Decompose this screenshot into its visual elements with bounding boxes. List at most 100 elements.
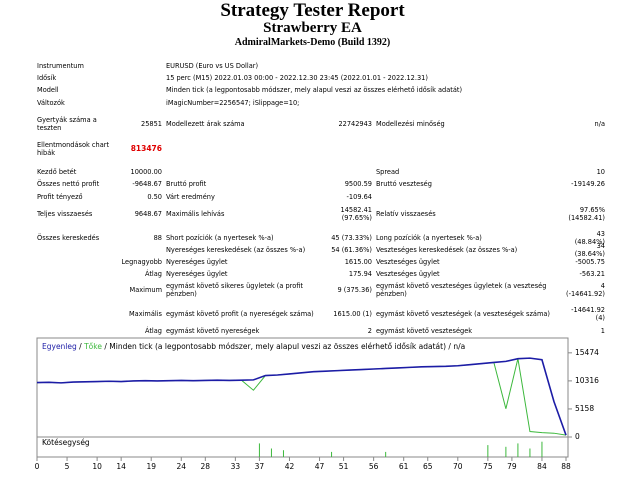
table-cell: egymást követő veszteséges ügyletek (a v… bbox=[376, 282, 547, 298]
chart-quality: n/a bbox=[453, 342, 465, 351]
table-cell: Maximum bbox=[129, 286, 163, 294]
table-cell: EURUSD (Euro vs US Dollar) bbox=[166, 61, 259, 70]
table-cell: 34 (38.64%) bbox=[574, 241, 605, 258]
report-subtitle: Strawberry EA bbox=[263, 20, 362, 36]
x-tick-label: 5 bbox=[65, 462, 70, 471]
x-tick-label: 51 bbox=[339, 462, 349, 471]
table-cell: 1615.00 bbox=[344, 257, 372, 266]
table-cell: Várt eredmény bbox=[166, 192, 215, 201]
table-cell: egymást követő sikeres ügyletek (a profi… bbox=[166, 282, 304, 298]
table-cell: 9 (375.36) bbox=[337, 286, 372, 294]
table-cell: -19149.26 bbox=[571, 179, 605, 188]
table-cell: Profit tényező bbox=[37, 192, 83, 201]
table-cell: Idősík bbox=[37, 73, 57, 82]
table-cell: -563.21 bbox=[579, 269, 605, 278]
table-cell: 25851 bbox=[141, 120, 162, 128]
table-cell: egymást követő nyereségek bbox=[166, 326, 260, 335]
table-cell: Bruttó profit bbox=[166, 179, 207, 188]
x-tick-label: 75 bbox=[483, 462, 493, 471]
chart-frame bbox=[36, 337, 569, 458]
x-tick-label: 84 bbox=[537, 462, 547, 471]
table-cell: 0.50 bbox=[147, 192, 162, 201]
table-cell: 22742943 bbox=[338, 120, 372, 128]
table-cell: egymást követő veszteségek bbox=[376, 326, 473, 335]
table-cell: Összes kereskedés bbox=[37, 233, 100, 242]
table-cell: 1615.00 (1) bbox=[333, 310, 372, 318]
table-cell: Spread bbox=[376, 167, 400, 176]
volume-label: Kötésegység bbox=[42, 438, 90, 447]
x-tick-label: 42 bbox=[285, 462, 295, 471]
table-cell: Relatív visszaesés bbox=[376, 210, 436, 218]
table-cell: Modellezési minőség bbox=[376, 120, 445, 128]
x-tick-label: 0 bbox=[35, 462, 40, 471]
table-cell: 15 perc (M15) 2022.01.03 00:00 - 2022.12… bbox=[166, 73, 428, 82]
table-cell: Short pozíciók (a nyertesek %-a) bbox=[166, 233, 274, 242]
table-cell: Maximális bbox=[128, 310, 162, 318]
table-cell: Kezdő betét bbox=[37, 167, 77, 176]
table-cell: -14641.92 (4) bbox=[571, 306, 605, 322]
table-cell: 97.65% (14582.41) bbox=[568, 206, 605, 222]
series-line bbox=[36, 358, 567, 436]
table-cell: Veszteséges ügylet bbox=[376, 257, 440, 266]
table-cell: 45 (73.33%) bbox=[331, 233, 372, 242]
table-cell: Maximális lehívás bbox=[166, 210, 225, 218]
table-cell: Modellezett árak száma bbox=[166, 120, 245, 128]
table-cell: 54 (61.36%) bbox=[331, 245, 372, 254]
table-cell: 10 bbox=[596, 167, 605, 176]
table-cell: Nyereséges kereskedések (az összes %-a) bbox=[166, 245, 306, 254]
x-tick-label: 65 bbox=[423, 462, 433, 471]
x-tick-label: 28 bbox=[201, 462, 211, 471]
table-cell: egymást követő profit (a nyereségek szám… bbox=[166, 310, 314, 318]
x-tick-label: 47 bbox=[315, 462, 325, 471]
table-cell: 10000.00 bbox=[130, 167, 162, 176]
y-tick-label: 0 bbox=[575, 432, 580, 441]
x-tick-label: 37 bbox=[255, 462, 265, 471]
table-cell: Bruttó veszteség bbox=[376, 179, 432, 188]
table-cell: Legnagyobb bbox=[121, 257, 162, 266]
report-title: Strategy Tester Report bbox=[220, 0, 405, 21]
table-cell: 813476 bbox=[130, 144, 162, 153]
table-cell: Változók bbox=[37, 98, 65, 107]
x-tick-label: 24 bbox=[176, 462, 186, 471]
x-tick-label: 10 bbox=[92, 462, 102, 471]
y-tick-label: 10316 bbox=[575, 376, 599, 385]
table-cell: 2 bbox=[367, 326, 372, 335]
table-cell: Minden tick (a legpontosabb módszer, mel… bbox=[166, 85, 463, 94]
legend-entry: Tőke bbox=[83, 342, 102, 351]
table-cell: -109.64 bbox=[346, 192, 372, 201]
table-cell: 1 bbox=[600, 326, 605, 335]
x-tick-label: 88 bbox=[561, 462, 571, 471]
table-cell: -5005.75 bbox=[575, 257, 605, 266]
x-tick-label: 14 bbox=[116, 462, 126, 471]
table-cell: 9648.67 bbox=[134, 210, 162, 218]
table-cell: Teljes visszaesés bbox=[37, 210, 93, 218]
table-cell: Veszteséges ügylet bbox=[376, 269, 440, 278]
table-cell: egymást követő veszteségek (a vesztesége… bbox=[376, 310, 550, 318]
table-cell: iMagicNumber=2256547; iSlippage=10; bbox=[166, 98, 300, 107]
chart-title: Egyenleg / Tőke / Minden tick (a legpont… bbox=[42, 342, 465, 351]
separator: / bbox=[79, 342, 82, 351]
x-tick-label: 56 bbox=[369, 462, 379, 471]
y-tick-label: 15474 bbox=[575, 348, 599, 357]
table-cell: Modell bbox=[37, 85, 59, 94]
table-cell: 175.94 bbox=[348, 269, 372, 278]
table-cell: Gyertyák száma a teszten bbox=[37, 116, 97, 132]
table-cell: Ellentmondások chart hibák bbox=[37, 141, 110, 157]
table-cell: Nyereséges ügylet bbox=[166, 269, 228, 278]
table-cell: 4 (-14641.92) bbox=[566, 282, 605, 298]
x-tick-label: 19 bbox=[146, 462, 156, 471]
x-tick-label: 79 bbox=[507, 462, 517, 471]
table-cell: Instrumentum bbox=[37, 61, 84, 70]
table-cell: 88 bbox=[153, 233, 162, 242]
table-cell: 9500.59 bbox=[344, 179, 372, 188]
table-cell: 43 (48.84%) bbox=[574, 229, 605, 246]
table-cell: Átlag bbox=[144, 269, 162, 278]
table-cell: Átlag bbox=[144, 326, 162, 335]
x-tick-label: 70 bbox=[453, 462, 463, 471]
table-cell: Nyereséges ügylet bbox=[166, 257, 228, 266]
chart-subtitle: Minden tick (a legpontosabb módszer, mel… bbox=[109, 342, 446, 351]
table-cell: Összes nettó profit bbox=[37, 179, 100, 188]
separator: / bbox=[104, 342, 107, 351]
